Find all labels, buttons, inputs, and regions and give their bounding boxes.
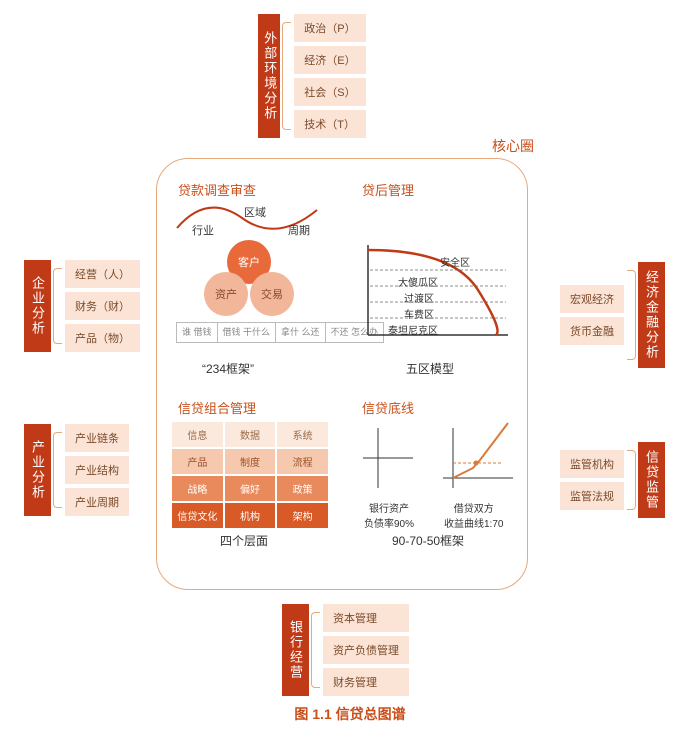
pest-paren: （PEST） (284, 18, 297, 60)
q2-zone-4: 泰坦尼克区 (388, 322, 438, 337)
q3-cell: 偏好 (225, 476, 276, 501)
q1-grid-0: 谁 借钱 (177, 323, 218, 342)
pest-item-p: 政治（P） (294, 14, 365, 42)
bank-item-1: 资产负债管理 (323, 636, 409, 664)
q1-wave-label-2: 周期 (288, 222, 310, 238)
block-industry-title: 产业分析 (24, 424, 51, 516)
q2-zone-0: 安全区 (440, 254, 470, 269)
industry-item-2: 产业周期 (65, 488, 129, 516)
q4-chart-icon (358, 418, 518, 498)
q2-zone-1: 大傻瓜区 (398, 274, 438, 289)
q2-zone-2: 过渡区 (404, 290, 434, 305)
q3-row-1: 产品制度流程 (172, 449, 328, 474)
q3-caption: 四个层面 (220, 532, 268, 549)
q1-wave-label-1: 区域 (244, 204, 266, 220)
q2-title: 贷后管理 (362, 180, 414, 199)
q3-cell: 制度 (225, 449, 276, 474)
q3-cell: 机构 (225, 503, 276, 528)
bank-item-0: 资本管理 (323, 604, 409, 632)
q1-grid: 谁 借钱 借钱 干什么 拿什 么还 不还 怎么办 (176, 322, 384, 343)
bracket-icon (51, 424, 61, 516)
block-pest: 外部环境分析 政治（P） 经济（E） 社会（S） 技术（T） (258, 14, 370, 138)
q3-cell: 政策 (277, 476, 328, 501)
q3-cell: 信贷文化 (172, 503, 223, 528)
bracket-icon (309, 604, 319, 696)
q3-cell: 产品 (172, 449, 223, 474)
block-econ-title: 经济金融分析 (638, 262, 665, 368)
reg-item-0: 监管机构 (560, 450, 624, 478)
block-regulation: 信贷监管 监管机构 监管法规 (556, 442, 665, 518)
q3-cell: 数据 (225, 422, 276, 447)
bracket-icon (628, 262, 638, 368)
block-bank: 银行经营 资本管理 资产负债管理 财务管理 (282, 604, 413, 696)
venn-right: 交易 (250, 272, 294, 316)
q1-caption: “234框架” (202, 360, 254, 377)
reg-item-1: 监管法规 (560, 482, 624, 510)
econ-item-0: 宏观经济 (560, 285, 624, 313)
bracket-icon (51, 260, 61, 352)
q3-row-3: 信贷文化机构架构 (172, 503, 328, 528)
industry-item-1: 产业结构 (65, 456, 129, 484)
q3-title: 信贷组合管理 (178, 398, 256, 417)
enterprise-item-0: 经营（人） (65, 260, 140, 288)
q2-zone-3: 车费区 (404, 306, 434, 321)
q4-right-label: 借贷双方 收益曲线1:70 (444, 500, 503, 530)
enterprise-item-2: 产品（物） (65, 324, 140, 352)
q1-wave-label-0: 行业 (192, 222, 214, 238)
q3-row-0: 信息数据系统 (172, 422, 328, 447)
q1-grid-2: 拿什 么还 (276, 323, 326, 342)
q1-title: 贷款调查审查 (178, 180, 256, 199)
q4-caption: 90-70-50框架 (392, 532, 464, 549)
q1-grid-1: 借钱 干什么 (218, 323, 277, 342)
q3-cell: 架构 (277, 503, 328, 528)
pest-item-s: 社会（S） (294, 78, 365, 106)
q3-row-2: 战略偏好政策 (172, 476, 328, 501)
block-bank-title: 银行经营 (282, 604, 309, 696)
block-industry: 产业分析 产业链条 产业结构 产业周期 (24, 424, 133, 516)
q3-cell: 系统 (277, 422, 328, 447)
block-pest-title-main: 外部环境分析 (262, 31, 276, 121)
q3-layers: 信息数据系统 产品制度流程 战略偏好政策 信贷文化机构架构 (172, 422, 328, 530)
figure-caption: 图 1.1 信贷总图谱 (0, 704, 700, 724)
venn-left: 资产 (204, 272, 248, 316)
q4-left-label: 银行资产 负债率90% (364, 500, 414, 530)
core-circle-label: 核心圈 (492, 136, 534, 156)
q3-cell: 信息 (172, 422, 223, 447)
bank-item-2: 财务管理 (323, 668, 409, 696)
block-enterprise: 企业分析 经营（人） 财务（财） 产品（物） (24, 260, 144, 352)
econ-item-1: 货币金融 (560, 317, 624, 345)
bracket-icon (628, 442, 638, 518)
q3-cell: 流程 (277, 449, 328, 474)
block-pest-title: 外部环境分析 (258, 14, 280, 138)
pest-item-t: 技术（T） (294, 110, 365, 138)
block-regulation-title: 信贷监管 (638, 442, 665, 518)
q2-caption: 五区模型 (406, 360, 454, 377)
block-pest-items: 政治（P） 经济（E） 社会（S） 技术（T） (290, 14, 369, 138)
block-econ: 经济金融分析 宏观经济 货币金融 (556, 262, 665, 368)
q3-cell: 战略 (172, 476, 223, 501)
block-enterprise-title: 企业分析 (24, 260, 51, 352)
industry-item-0: 产业链条 (65, 424, 129, 452)
enterprise-item-1: 财务（财） (65, 292, 140, 320)
q4-title: 信贷底线 (362, 398, 414, 417)
pest-item-e: 经济（E） (294, 46, 365, 74)
